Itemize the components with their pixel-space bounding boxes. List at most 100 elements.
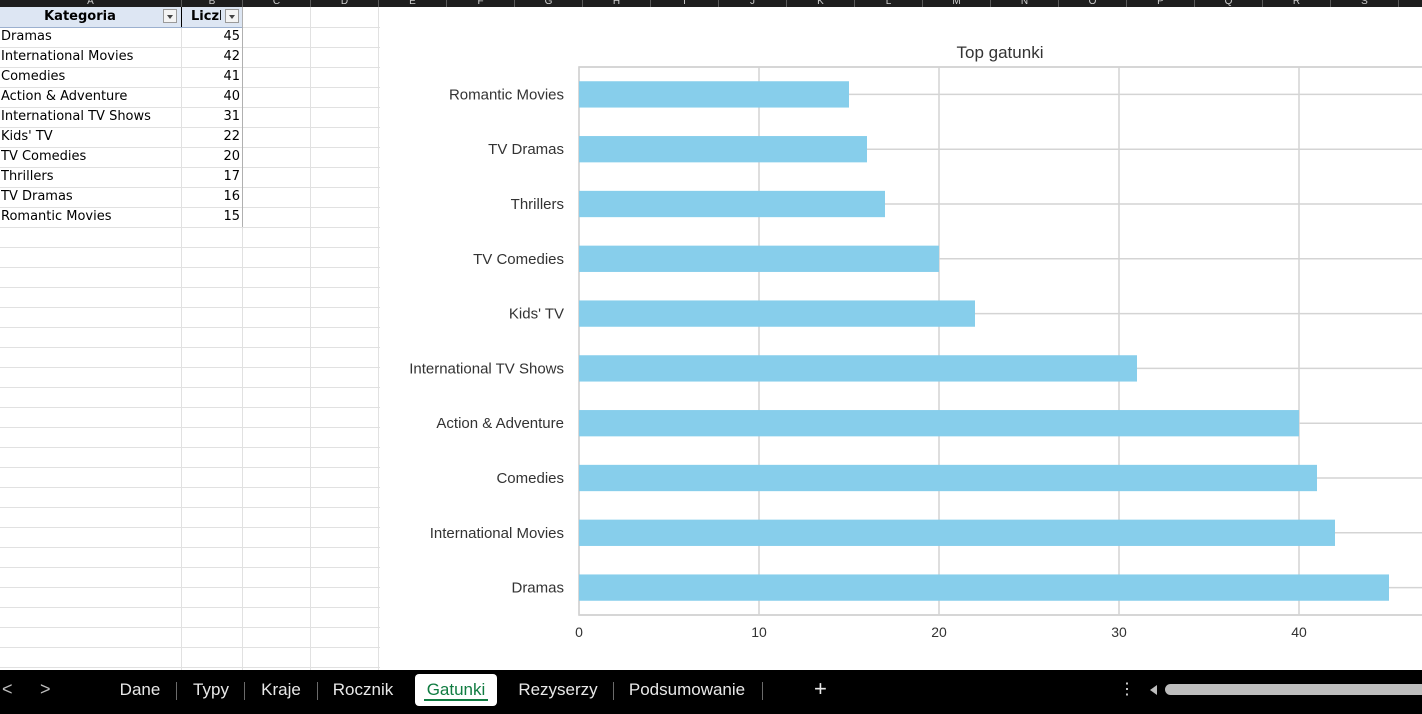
bar <box>579 300 975 327</box>
cell-category[interactable]: Romantic Movies <box>1 209 112 224</box>
header-liczba[interactable]: Liczb <box>191 9 221 24</box>
table-row[interactable]: Kids' TV 22 <box>0 127 243 147</box>
grid-hline <box>0 467 380 468</box>
cell-category[interactable]: International TV Shows <box>1 109 151 124</box>
table-row[interactable]: International Movies 42 <box>0 47 243 67</box>
y-tick-label: Action & Adventure <box>436 415 564 432</box>
tab-dane[interactable]: Dane <box>119 680 161 699</box>
column-header[interactable]: H <box>583 0 651 7</box>
cell-count[interactable]: 42 <box>223 49 240 64</box>
column-header[interactable]: P <box>1127 0 1195 7</box>
y-tick-label: Thrillers <box>511 196 564 213</box>
tab-separator <box>762 682 763 700</box>
bar <box>579 410 1299 437</box>
cell-count[interactable]: 16 <box>223 189 240 204</box>
cell-count[interactable]: 20 <box>223 149 240 164</box>
table-row[interactable]: Action & Adventure 40 <box>0 87 243 107</box>
y-tick-label: TV Comedies <box>473 251 564 268</box>
grid-hline <box>0 527 380 528</box>
column-header[interactable]: L <box>855 0 923 7</box>
tab-rezyserzy[interactable]: Rezyserzy <box>518 680 598 699</box>
table-row[interactable]: Comedies 41 <box>0 67 243 87</box>
add-sheet-button[interactable]: + <box>814 676 827 701</box>
more-options-icon[interactable]: ⋮ <box>1119 681 1135 698</box>
tab-rocznik[interactable]: Rocznik <box>332 680 394 699</box>
column-header[interactable]: Q <box>1195 0 1263 7</box>
cell-count[interactable]: 15 <box>223 209 240 224</box>
cell-category[interactable]: International Movies <box>1 49 134 64</box>
tab-typy[interactable]: Typy <box>193 680 229 699</box>
filter-dropdown-icon[interactable] <box>163 9 177 23</box>
cell-category[interactable]: Kids' TV <box>1 129 53 144</box>
tab-separator <box>176 682 177 700</box>
cell-category[interactable]: TV Comedies <box>1 149 87 164</box>
grid-hline <box>0 407 380 408</box>
column-header[interactable]: J <box>719 0 787 7</box>
cell-category[interactable]: Action & Adventure <box>1 89 128 104</box>
tab-gatunki[interactable]: Gatunki <box>415 674 497 706</box>
column-header[interactable]: M <box>923 0 991 7</box>
tab-podsumowanie[interactable]: Podsumowanie <box>628 680 746 699</box>
cell-count[interactable]: 40 <box>223 89 240 104</box>
table-row[interactable]: TV Dramas 16 <box>0 187 243 207</box>
column-header[interactable]: K <box>787 0 855 7</box>
cell-count[interactable]: 22 <box>223 129 240 144</box>
next-sheet-button[interactable]: > <box>40 679 51 699</box>
cell-category[interactable]: TV Dramas <box>1 189 73 204</box>
column-header[interactable]: I <box>651 0 719 7</box>
prev-sheet-button[interactable]: < <box>2 679 13 699</box>
x-tick-label: 30 <box>1111 624 1127 640</box>
scroll-left-icon[interactable] <box>1150 685 1157 695</box>
y-tick-label: International TV Shows <box>409 360 564 377</box>
bar <box>579 464 1317 492</box>
column-header[interactable]: D <box>311 0 379 7</box>
table-row[interactable]: Romantic Movies 15 <box>0 207 243 227</box>
column-header[interactable]: R <box>1263 0 1331 7</box>
cell-count[interactable]: 45 <box>223 29 240 44</box>
grid-hline <box>0 67 380 68</box>
cell-category[interactable]: Thrillers <box>1 169 54 184</box>
table-row[interactable]: International TV Shows 31 <box>0 107 243 127</box>
y-tick-label: Dramas <box>511 580 564 597</box>
bar-chart[interactable]: 0 10 20 30 40 Dramas International Movies Comed… <box>380 27 1422 667</box>
table-row[interactable]: Thrillers 17 <box>0 167 243 187</box>
cell-count[interactable]: 41 <box>223 69 240 84</box>
table-header-row: Kategoria Liczb <box>0 7 243 28</box>
cell-category[interactable]: Comedies <box>1 69 66 84</box>
grid-hline <box>0 667 380 668</box>
column-header[interactable]: C <box>243 0 311 7</box>
column-header[interactable]: A <box>0 0 182 7</box>
x-tick-label: 0 <box>575 624 583 640</box>
x-tick-label: 10 <box>751 624 767 640</box>
table-row[interactable]: Dramas 45 <box>0 27 243 47</box>
cell-count[interactable]: 31 <box>223 109 240 124</box>
column-header[interactable]: N <box>991 0 1059 7</box>
grid-hline <box>0 47 380 48</box>
column-header[interactable]: O <box>1059 0 1127 7</box>
table-row[interactable]: TV Comedies 20 <box>0 147 243 167</box>
grid-hline <box>0 567 380 568</box>
sheet-grid[interactable] <box>0 7 1422 670</box>
horizontal-scrollbar[interactable] <box>1165 684 1422 695</box>
grid-hline <box>0 107 380 108</box>
filter-dropdown-icon[interactable] <box>225 9 239 23</box>
header-kategoria[interactable]: Kategoria <box>44 9 116 24</box>
column-header[interactable]: S <box>1331 0 1399 7</box>
bar <box>579 574 1389 601</box>
grid-hline <box>0 327 380 328</box>
tab-kraje[interactable]: Kraje <box>261 680 301 699</box>
cell-category[interactable]: Dramas <box>1 29 52 44</box>
y-tick-label: International Movies <box>430 525 564 542</box>
cell-count[interactable]: 17 <box>223 169 240 184</box>
grid-hline <box>0 167 380 168</box>
grid-hline <box>0 647 380 648</box>
column-header[interactable]: F <box>447 0 515 7</box>
grid-hline <box>0 147 380 148</box>
grid-vline <box>242 7 243 670</box>
column-header[interactable]: B <box>182 0 243 7</box>
column-header[interactable]: E <box>379 0 447 7</box>
column-header[interactable]: G <box>515 0 583 7</box>
grid-hline <box>0 427 380 428</box>
tab-gatunki-label: Gatunki <box>426 680 486 699</box>
